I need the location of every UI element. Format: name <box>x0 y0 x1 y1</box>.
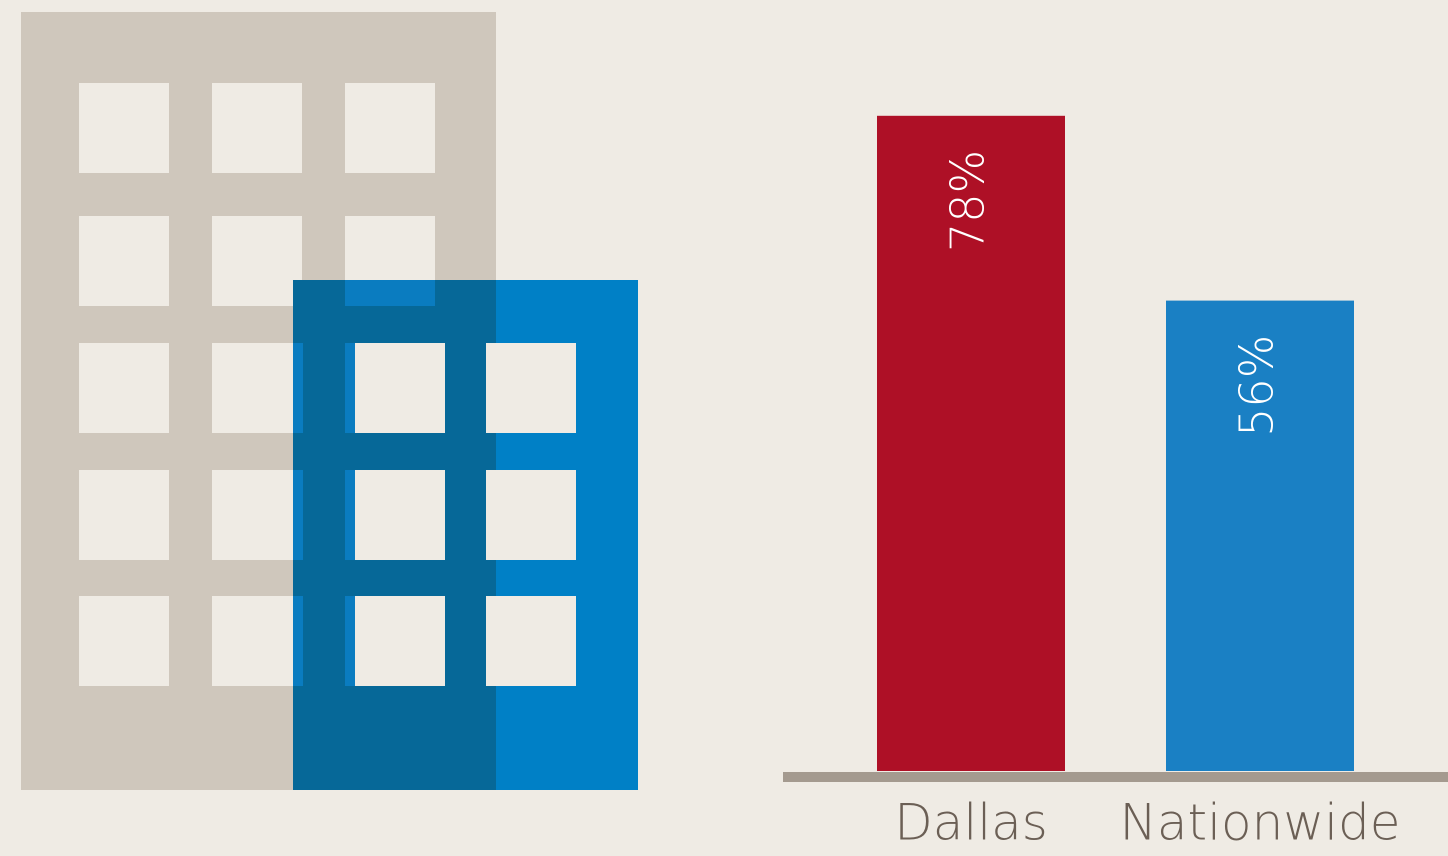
overlap-window <box>345 280 435 306</box>
value-label: 78% <box>941 150 995 252</box>
overlap-window-edges <box>293 343 355 686</box>
value-label: 56% <box>1230 335 1284 437</box>
bar <box>1166 300 1354 771</box>
building-illustration <box>21 12 638 790</box>
baseline <box>783 772 1448 782</box>
bar <box>877 115 1065 772</box>
x-tick-label: Dallas <box>894 794 1048 852</box>
x-tick-label: Nationwide <box>1119 794 1400 852</box>
blue-windows <box>355 343 576 686</box>
